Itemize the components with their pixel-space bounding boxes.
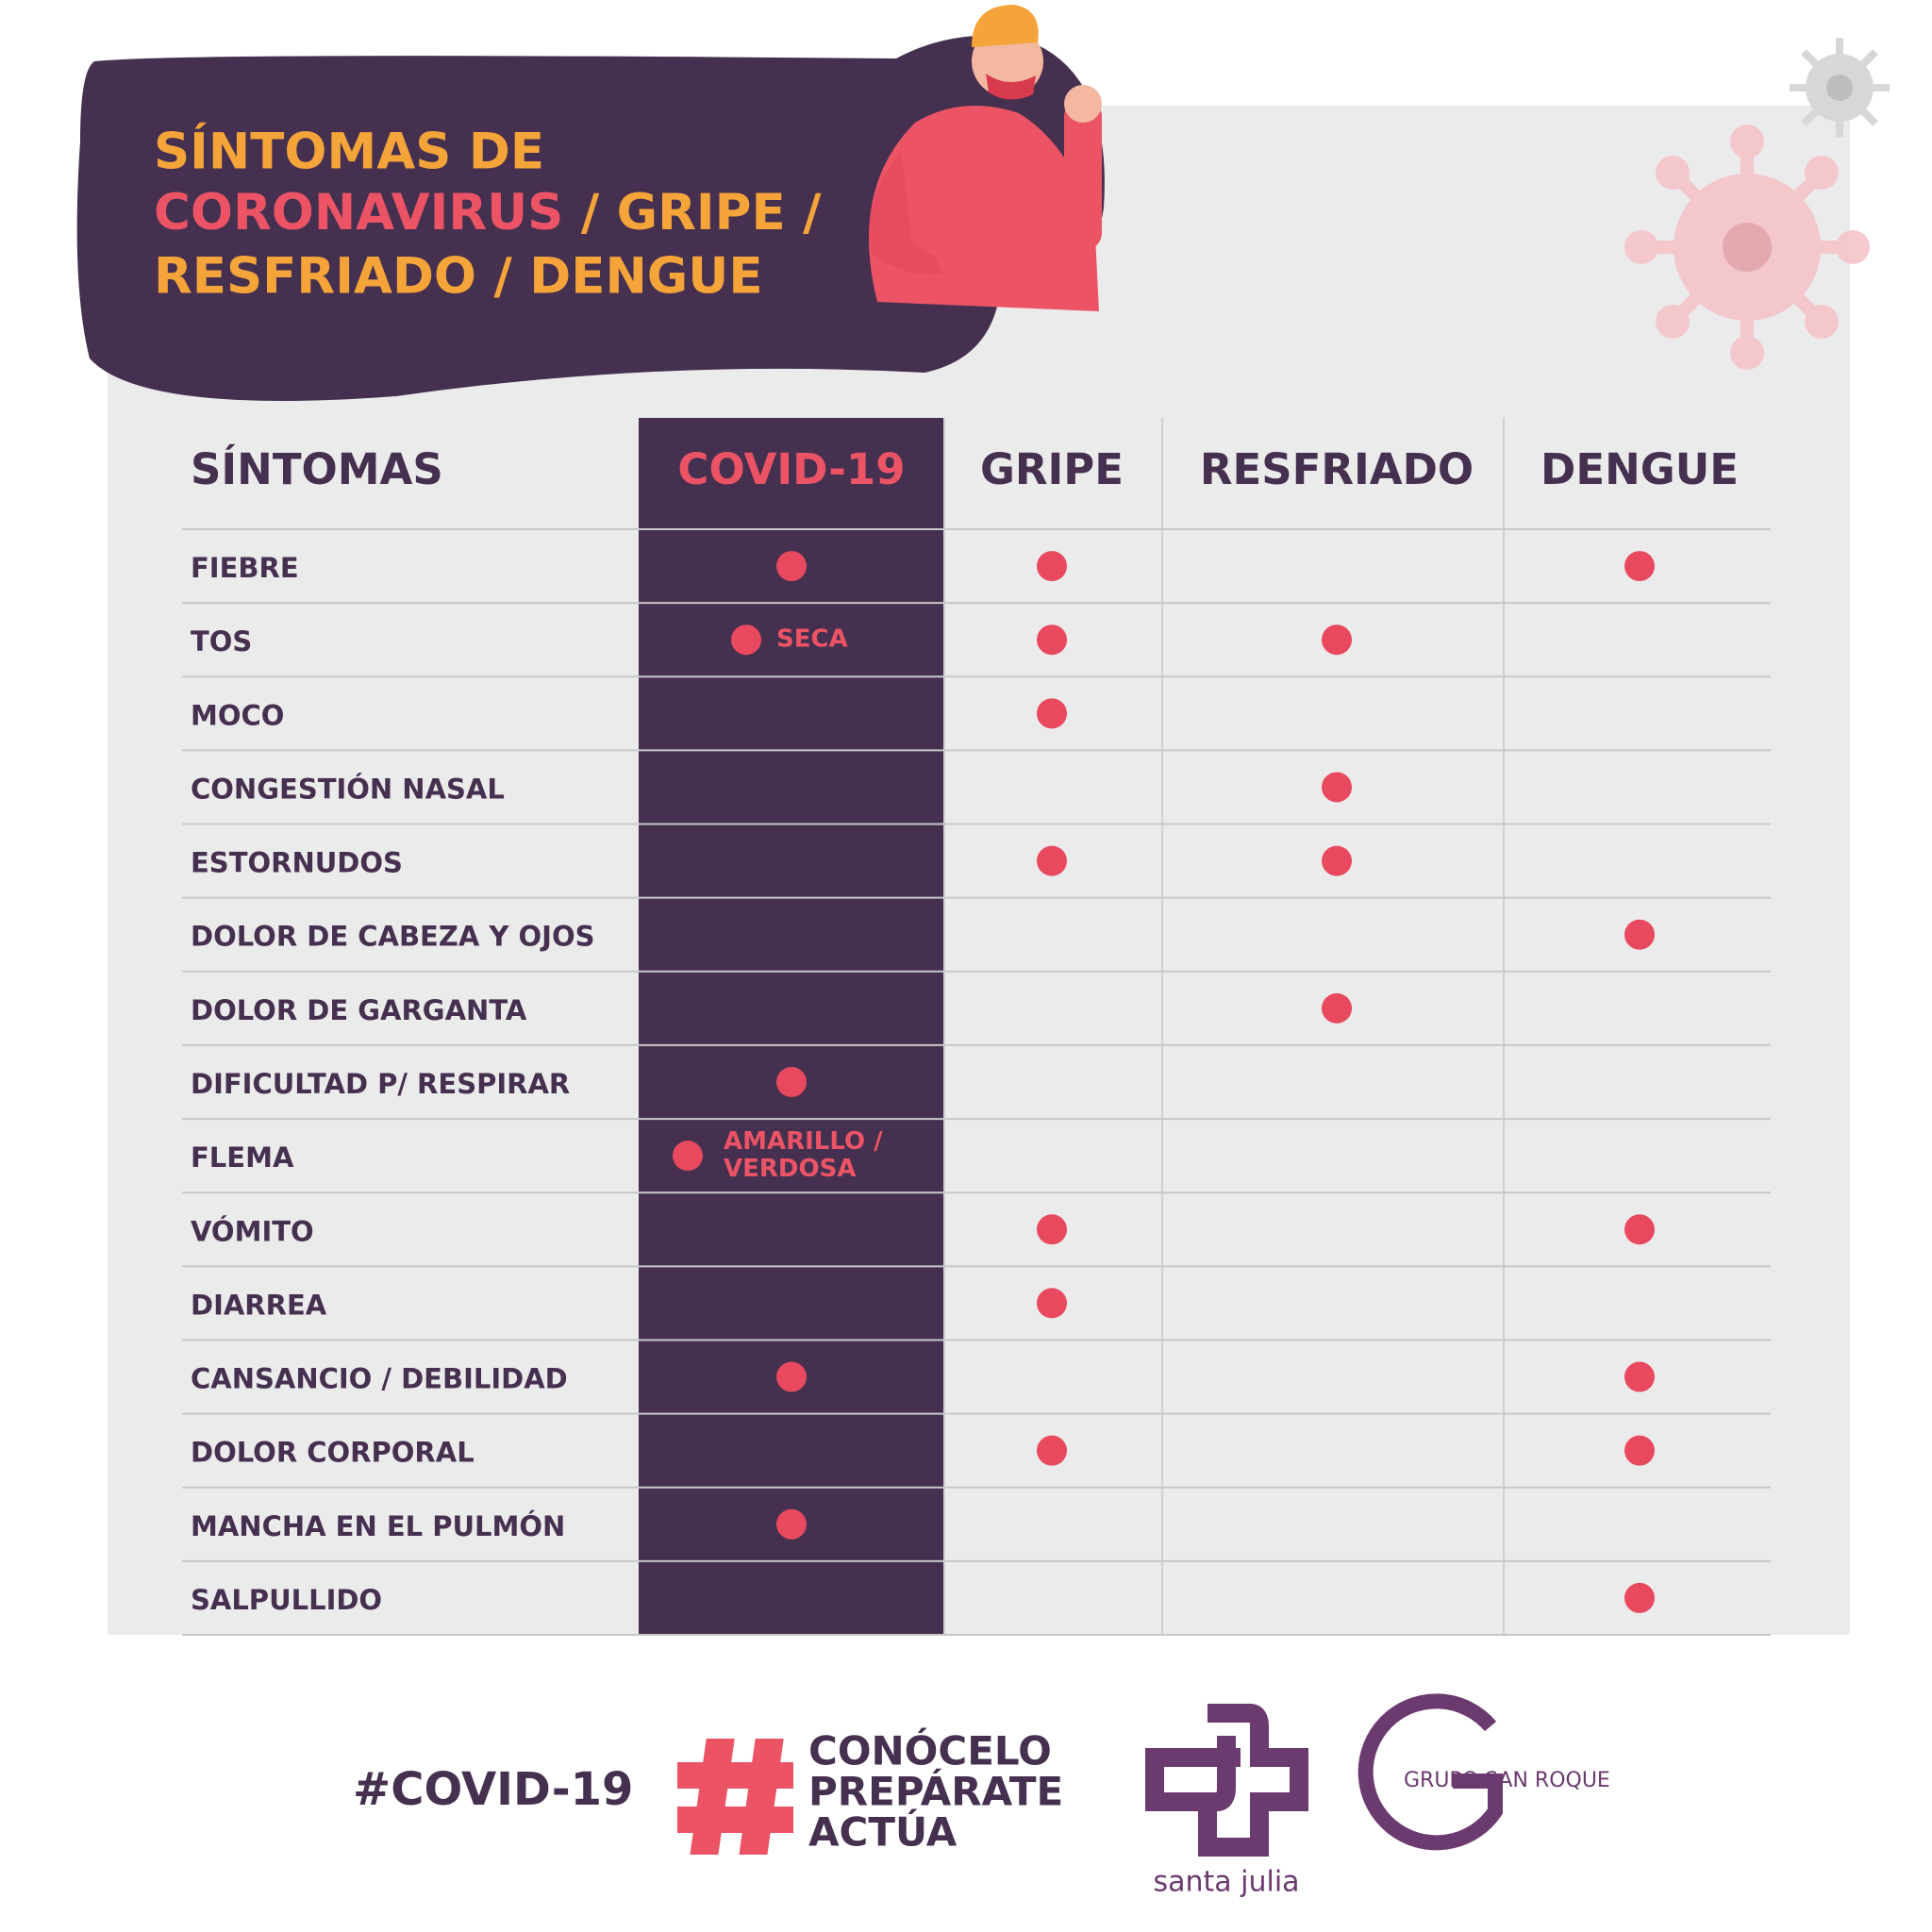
- symptom-label: SALPULLIDO: [191, 1584, 382, 1616]
- symptom-dot: [1322, 845, 1352, 876]
- logo-text: santa julia: [1153, 1866, 1299, 1899]
- virus-decoration: [1624, 125, 1870, 370]
- title-line: CORONAVIRUS / GRIPE /: [154, 184, 822, 242]
- title-segment: / GRIPE /: [581, 184, 822, 242]
- symptom-dot: [1037, 551, 1067, 582]
- cell-note: AMARILLO /: [724, 1127, 883, 1156]
- virus-decoration-small: [1790, 38, 1890, 138]
- symptom-dot: [1037, 1214, 1067, 1245]
- hash-icon: [677, 1739, 793, 1855]
- symptom-dot: [1322, 992, 1352, 1024]
- column-header: RESFRIADO: [1200, 444, 1474, 494]
- slogan-line: CONÓCELO: [808, 1727, 1052, 1774]
- symptom-dot: [1624, 1435, 1655, 1466]
- symptom-dot: [776, 551, 807, 582]
- title-banner: [76, 35, 1105, 401]
- symptom-dot: [1037, 625, 1067, 656]
- covid-column: [639, 418, 944, 1635]
- symptom-dot: [673, 1141, 703, 1172]
- title-line: RESFRIADO / DENGUE: [154, 248, 763, 306]
- column-header: DENGUE: [1541, 444, 1739, 494]
- symptom-label: MOCO: [191, 699, 284, 731]
- symptom-dot: [1322, 772, 1352, 803]
- symptom-dot: [1037, 845, 1067, 876]
- symptom-label: DOLOR DE CABEZA Y OJOS: [191, 921, 595, 953]
- hashtag: #COVID-19: [353, 1763, 633, 1816]
- symptom-dot: [1624, 1361, 1655, 1392]
- symptom-dot: [1624, 551, 1655, 582]
- symptom-dot: [1624, 1582, 1655, 1613]
- symptom-label: ESTORNUDOS: [191, 847, 403, 879]
- symptom-dot: [776, 1361, 807, 1392]
- symptom-dot: [1624, 919, 1655, 950]
- cell-note: SECA: [776, 625, 848, 654]
- symptom-label: FLEMA: [191, 1141, 294, 1174]
- title-line: SÍNTOMAS DE: [154, 122, 544, 181]
- symptom-dot: [1037, 1288, 1067, 1319]
- symptom-label: DOLOR DE GARGANTA: [191, 994, 527, 1026]
- logo-text: GRUPO SAN ROQUE: [1404, 1769, 1610, 1792]
- symptom-dot: [1322, 625, 1352, 656]
- symptom-dot: [1037, 1435, 1067, 1466]
- symptom-dot: [776, 1508, 807, 1540]
- logo-text-part: SAN ROQUE: [1485, 1769, 1610, 1792]
- symptom-dot: [776, 1067, 807, 1097]
- table: SÍNTOMAS COVID-19 GRIPE RESFRIADO DENGUE FIEB…: [182, 418, 1771, 1636]
- santa-julia-logo: [1145, 1704, 1308, 1857]
- person-illustration: [869, 5, 1102, 311]
- cell-note: VERDOSA: [724, 1155, 856, 1183]
- san-roque-logo: [1357, 1693, 1503, 1851]
- symptom-label: DIARREA: [191, 1289, 327, 1321]
- title-segment: CORONAVIRUS: [154, 184, 563, 242]
- symptom-label: TOS: [191, 625, 252, 658]
- symptom-dot: [1624, 1214, 1655, 1245]
- symptom-dot: [731, 625, 761, 656]
- slogan-line: PREPÁRATE: [808, 1768, 1063, 1815]
- symptom-label: CANSANCIO / DEBILIDAD: [191, 1363, 568, 1395]
- slogan-line: ACTÚA: [808, 1808, 958, 1856]
- column-header: SÍNTOMAS: [191, 444, 443, 494]
- column-header: GRIPE: [980, 444, 1124, 494]
- symptom-label: VÓMITO: [191, 1215, 314, 1247]
- column-header: COVID-19: [677, 444, 905, 494]
- symptom-label: DIFICULTAD P/ RESPIRAR: [191, 1068, 570, 1100]
- logo-text-part: GRUPO: [1404, 1769, 1478, 1792]
- symptom-label: FIEBRE: [191, 552, 299, 584]
- symptom-label: MANCHA EN EL PULMÓN: [191, 1510, 565, 1542]
- symptom-dot: [1037, 698, 1067, 729]
- symptom-label: DOLOR CORPORAL: [191, 1437, 475, 1469]
- symptom-label: CONGESTIÓN NASAL: [191, 773, 505, 805]
